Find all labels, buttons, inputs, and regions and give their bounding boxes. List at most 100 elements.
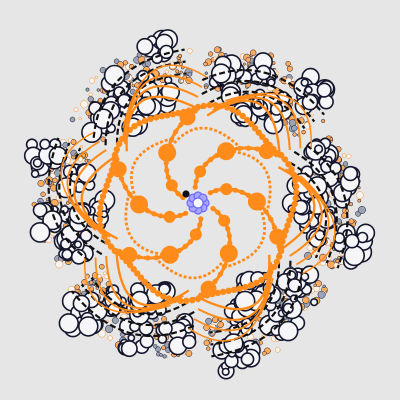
orange-arc [218, 94, 302, 149]
arm-dot [121, 246, 138, 263]
spiral-arms [110, 107, 286, 299]
arm-dot [269, 228, 286, 245]
arm-bead [117, 248, 123, 254]
orange-arc [197, 262, 273, 321]
dark-strand [305, 144, 349, 269]
fringe-dot [285, 61, 291, 67]
orange-arc [225, 92, 312, 148]
fringe-dot [161, 316, 168, 323]
orange-bead [177, 297, 184, 304]
orange-bead [165, 295, 172, 302]
circle-clusters [23, 29, 376, 380]
ring [314, 144, 324, 154]
arm-bead [114, 248, 119, 252]
orange-bead [276, 253, 283, 260]
orange-arc [292, 171, 330, 266]
fringe-dot [317, 290, 326, 299]
ring [127, 333, 136, 342]
fringe-dot [177, 53, 183, 58]
orange-bead [267, 268, 274, 276]
fringe-dot [162, 354, 167, 359]
arm-bead [145, 255, 151, 261]
fringe-dot [99, 263, 105, 270]
orange-bead [219, 288, 227, 295]
fringe-dot [164, 69, 169, 74]
spiral-arm [110, 138, 189, 223]
orange-bead [291, 200, 298, 208]
orange-bead [101, 233, 108, 240]
orange-bead [273, 258, 281, 266]
center-black-dot [182, 190, 190, 198]
orange-bead [169, 111, 177, 118]
orange-bead [292, 177, 299, 184]
fringe-dot [78, 117, 82, 121]
orange-bead [244, 116, 251, 124]
fringe-dot [206, 346, 211, 351]
orange-bead [281, 156, 289, 163]
arm-bead [277, 154, 282, 158]
orange-bead [242, 283, 249, 291]
fringe-dot [40, 191, 46, 197]
fringe-dot [310, 113, 314, 117]
ring [30, 169, 40, 179]
fringe-dot [322, 284, 326, 288]
orange-bead [145, 282, 152, 290]
arm-dot [220, 183, 233, 196]
orange-arc [94, 257, 178, 312]
fringe-dot [341, 153, 347, 158]
orange-bead [96, 216, 104, 223]
orange-bead [134, 270, 141, 277]
ring [329, 161, 343, 175]
arm-bead [114, 156, 120, 162]
ring [255, 64, 272, 81]
orange-bead [175, 109, 182, 117]
ring [32, 158, 43, 168]
orange-arc [123, 85, 199, 144]
fringe-dot [159, 353, 163, 357]
orange-bead [234, 109, 242, 116]
spiral-arm [114, 196, 204, 264]
ring [301, 93, 319, 111]
fringe-dot [346, 153, 352, 159]
orange-bead [107, 243, 115, 250]
ring [78, 316, 99, 337]
orange-bead [289, 206, 297, 213]
arm-dot [158, 143, 177, 162]
orange-bead [247, 282, 255, 289]
arm-dot [189, 228, 202, 241]
fringe-dot [315, 280, 322, 287]
orange-bead [286, 217, 293, 224]
orange-bead [130, 266, 137, 273]
fringe-dot [55, 260, 64, 269]
ring [39, 138, 51, 150]
orange-bead [141, 278, 148, 286]
fringe-dot [291, 125, 298, 132]
ring [240, 352, 255, 367]
ring [120, 340, 138, 358]
orange-bead [248, 120, 255, 128]
fringe-dot [242, 62, 246, 66]
fringe-dot [175, 69, 180, 74]
orange-bead [154, 290, 162, 297]
fringe-dot [103, 271, 107, 276]
ring [343, 245, 366, 267]
dark-strand [92, 48, 185, 138]
fringe-dot [97, 329, 106, 338]
arm-dot [160, 245, 179, 264]
fringe-dot [321, 118, 326, 124]
orange-bead [147, 115, 154, 123]
arm-bead [175, 127, 179, 132]
fringe-dot [70, 139, 77, 145]
arm-dot [217, 142, 236, 161]
ring [310, 298, 319, 307]
fringe-dot [153, 344, 158, 349]
orange-bead [293, 183, 300, 190]
orange-bead [189, 296, 196, 304]
ring [159, 44, 174, 60]
fringe-dot [217, 321, 224, 328]
arm-dot [163, 210, 176, 223]
fringe-dot [161, 345, 166, 351]
orange-arc [193, 269, 274, 332]
arm-bead [245, 145, 251, 151]
